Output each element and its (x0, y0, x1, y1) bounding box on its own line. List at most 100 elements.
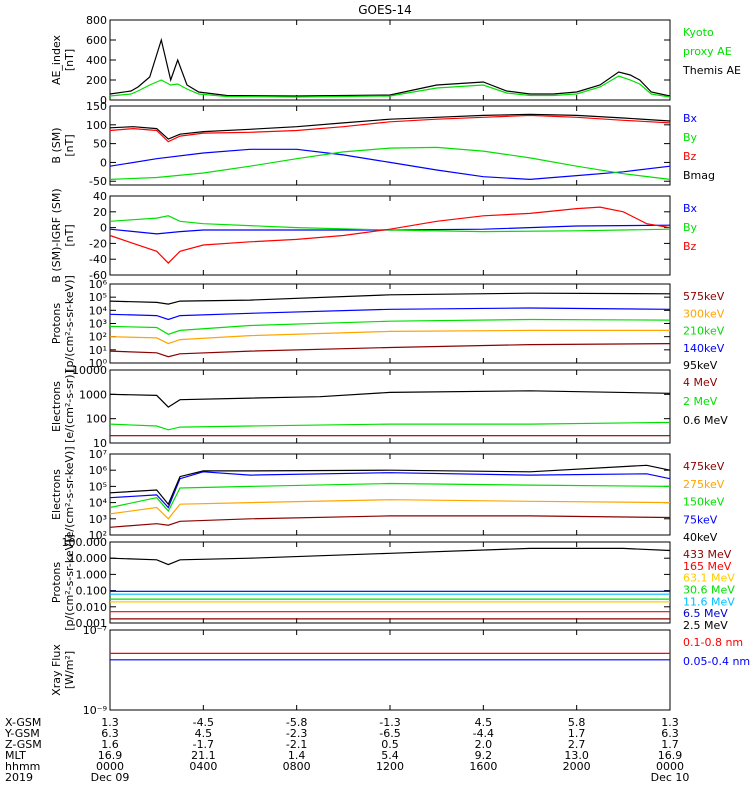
x-axis-row-label: X-GSM (5, 716, 41, 729)
x-axis-value: 9.2 (475, 749, 493, 762)
panel-6-ylabel: [e/(cm²-s-sr-keV)] (63, 446, 76, 542)
panel-1-frame (109, 19, 671, 101)
panel-1-series-line (109, 37, 671, 97)
x-axis-row-label: 2019 (5, 771, 33, 784)
panel-1-ylabel: [nT] (63, 49, 76, 71)
panel-7-ytick-label: 100.000 (62, 536, 108, 549)
panel-2-legend-label: Bx (683, 112, 698, 125)
panel-7-legend-label: 11.6 MeV (683, 595, 735, 608)
panel-2-ytick-label: 150 (86, 100, 107, 113)
panel-6-legend-label: 150keV (683, 496, 725, 509)
x-axis-value: 5.4 (381, 749, 399, 762)
panel-6-series-line (109, 464, 671, 506)
x-axis-value: 16.9 (98, 749, 123, 762)
x-axis-value: 0000 (96, 760, 124, 773)
panel-5-ytick-label: 100 (86, 413, 107, 426)
panel-5-legend-label: 4 MeV (683, 376, 718, 389)
panel-3-legend-label: Bz (683, 240, 697, 253)
panel-1-ytick-label: 600 (86, 34, 107, 47)
panel-7-legend-label: 6.5 MeV (683, 607, 728, 620)
x-axis-value: 6.3 (101, 727, 119, 740)
panel-4-ytick-label: 10¹ (89, 344, 107, 357)
panel-4-ytick-label: 10⁰ (89, 357, 108, 370)
panel-6-ylabel: Electrons (50, 469, 63, 520)
x-axis-row-label: Y-GSM (4, 727, 40, 740)
panel-2-legend-label: Bz (683, 150, 697, 163)
panel-3-series-line (109, 215, 671, 233)
panel-7-ytick-label: 0.001 (76, 617, 108, 630)
x-axis-value: 0800 (283, 760, 311, 773)
panel-2-series-line (109, 113, 671, 140)
panel-4-legend-label: 95keV (683, 359, 718, 372)
panel-5-series-line (109, 390, 671, 408)
panel-5-ylabel: Electrons (50, 381, 63, 432)
panel-3-ylabel: B (SM)-IGRF (SM) (50, 188, 63, 282)
panel-1-series-line (109, 75, 671, 98)
x-axis-value: 4.5 (475, 716, 493, 729)
panel-3-ylabel: [nT] (63, 224, 76, 246)
panel-5-ytick-label: 1000 (79, 388, 107, 401)
panel-4-legend-label: 210keV (683, 325, 725, 338)
x-axis-value: 0.5 (381, 738, 399, 751)
panel-4-legend-label: 575keV (683, 290, 725, 303)
panel-3-series-line (109, 224, 671, 235)
panel-6-ytick-label: 10⁷ (89, 448, 107, 461)
panel-4-ytick-label: 10³ (89, 318, 107, 331)
x-axis-value: -4.5 (193, 716, 214, 729)
x-axis-value: 13.0 (564, 749, 589, 762)
panel-8-ytick-label: 10⁻⁷ (83, 624, 107, 637)
x-axis-value: 1.3 (661, 716, 679, 729)
panel-1-ytick-label: 0 (100, 94, 107, 107)
panel-1-ytick-label: 200 (86, 74, 107, 87)
x-axis-value: 1.7 (661, 738, 679, 751)
x-axis-value: 4.5 (195, 727, 213, 740)
panel-8-ylabel: Xray Flux (50, 644, 63, 696)
x-axis-value: -2.3 (286, 727, 307, 740)
x-axis-value: -5.8 (286, 716, 307, 729)
x-axis-value: -1.3 (379, 716, 400, 729)
x-axis-value: 0400 (189, 760, 217, 773)
x-axis-row-label: hhmm (5, 760, 40, 773)
x-axis-value: 1.6 (101, 738, 119, 751)
panel-6-ytick-label: 10⁴ (89, 497, 108, 510)
x-axis-value: Dec 09 (91, 771, 130, 784)
panel-4-ytick-label: 10² (89, 331, 107, 344)
panel-7-legend-label: 165 MeV (683, 560, 732, 573)
panel-2-series-line (109, 148, 671, 181)
x-axis-value: 1200 (376, 760, 404, 773)
panel-4-ytick-label: 10⁴ (89, 304, 108, 317)
panel-2-ytick-label: 50 (93, 138, 107, 151)
panel-5-legend-label: 2 MeV (683, 395, 718, 408)
panel-7-legend-label: 2.5 MeV (683, 619, 728, 632)
panel-5-series-line (109, 421, 671, 431)
x-axis-value: 6.3 (661, 727, 679, 740)
panel-6-ytick-label: 10² (89, 529, 107, 542)
panel-6-legend-label: 40keV (683, 531, 718, 544)
panel-7-frame (109, 541, 671, 624)
panel-6-series-line (109, 499, 671, 520)
panel-7-ylabel: Protons (50, 562, 63, 603)
x-axis-value: 1.4 (288, 749, 306, 762)
x-axis-row-label: Z-GSM (5, 738, 42, 751)
panel-4-ytick-label: 10⁶ (89, 278, 108, 291)
x-axis-value: 21.1 (191, 749, 216, 762)
panel-1-ylabel: AE_index (50, 34, 63, 85)
panel-5-legend-label: 0.6 MeV (683, 414, 728, 427)
x-axis-value: 1.7 (568, 727, 586, 740)
panel-7-ylabel: [p/(cm²-s-sr-keV)] (63, 534, 76, 631)
panel-4-series-line (109, 318, 671, 335)
x-axis-row-label: MLT (5, 749, 26, 762)
panel-2-series-line (109, 114, 671, 143)
panel-2-series-line (109, 146, 671, 180)
panel-6-series-line (109, 515, 671, 528)
x-axis-value: 1600 (469, 760, 497, 773)
x-axis-value: 2.0 (475, 738, 493, 751)
panel-7-ytick-label: 0.100 (76, 585, 108, 598)
panel-6-series-line (109, 482, 671, 513)
x-axis-value: 2.7 (568, 738, 586, 751)
x-axis-value: 0000 (656, 760, 684, 773)
panel-5-frame (109, 369, 671, 444)
panel-6-frame (109, 453, 671, 536)
